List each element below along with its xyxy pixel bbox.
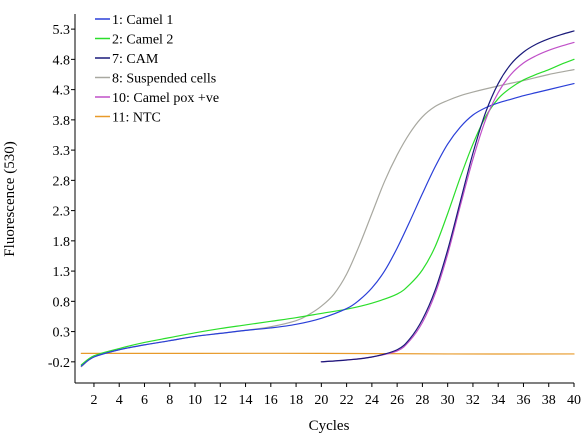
plot-marks bbox=[80, 30, 575, 368]
y-tick-label: -0.2 bbox=[48, 356, 70, 371]
x-tick-label: 34 bbox=[491, 393, 505, 408]
series-line-6 bbox=[80, 352, 575, 355]
y-axis-ticks: -0.2 0.3 0.8 1.3 1.8 2.3 2.8 3.3 3.8 4.3 4.8 5.3 bbox=[48, 23, 75, 371]
legend: 1: Camel 1 2: Camel 2 7: CAM 8: Suspended c… bbox=[95, 13, 219, 126]
legend-label: 2: Camel 2 bbox=[112, 33, 173, 48]
legend-label: 1: Camel 1 bbox=[112, 13, 173, 28]
y-tick-label: 0.8 bbox=[53, 295, 71, 310]
x-axis-ticks: 2 4 6 8 10 12 14 16 18 20 22 24 26 28 30 32 34 36 38 40 bbox=[90, 383, 581, 408]
y-tick-label: 1.8 bbox=[53, 235, 71, 250]
y-tick-label: 2.3 bbox=[53, 205, 71, 220]
x-tick-label: 24 bbox=[365, 393, 379, 408]
axes bbox=[74, 14, 574, 384]
x-tick-label: 22 bbox=[340, 393, 354, 408]
x-tick-label: 6 bbox=[141, 393, 148, 408]
series-line-3 bbox=[320, 30, 575, 363]
x-tick-label: 8 bbox=[166, 393, 173, 408]
legend-label: 10: Camel pox +ve bbox=[112, 91, 219, 106]
series-line-5 bbox=[320, 41, 575, 363]
y-tick-label: 1.3 bbox=[53, 265, 71, 280]
legend-label: 7: CAM bbox=[112, 52, 159, 67]
x-tick-label: 36 bbox=[516, 393, 530, 408]
x-tick-label: 10 bbox=[188, 393, 202, 408]
y-tick-label: 4.8 bbox=[53, 53, 71, 68]
x-tick-label: 20 bbox=[314, 393, 328, 408]
y-tick-label: 0.3 bbox=[53, 326, 71, 341]
x-tick-label: 38 bbox=[542, 393, 556, 408]
x-tick-label: 40 bbox=[567, 393, 581, 408]
series-line-2 bbox=[80, 58, 575, 366]
x-tick-label: 32 bbox=[466, 393, 480, 408]
x-tick-label: 4 bbox=[116, 393, 123, 408]
x-tick-label: 30 bbox=[441, 393, 455, 408]
y-tick-label: 2.8 bbox=[53, 174, 71, 189]
x-tick-label: 28 bbox=[415, 393, 429, 408]
y-tick-label: 3.8 bbox=[53, 114, 71, 129]
y-axis-title: Fluorescence (530) bbox=[2, 141, 18, 256]
x-axis-title: Cycles bbox=[309, 418, 350, 434]
series-line-1 bbox=[80, 82, 575, 367]
x-tick-label: 12 bbox=[213, 393, 227, 408]
x-tick-label: 18 bbox=[289, 393, 303, 408]
x-tick-label: 26 bbox=[390, 393, 404, 408]
y-tick-label: 3.3 bbox=[53, 144, 71, 159]
x-tick-label: 14 bbox=[239, 393, 253, 408]
legend-label: 8: Suspended cells bbox=[112, 72, 216, 87]
y-tick-label: 5.3 bbox=[53, 23, 71, 38]
y-tick-label: 4.3 bbox=[53, 84, 71, 99]
legend-label: 11: NTC bbox=[112, 111, 161, 126]
x-tick-label: 2 bbox=[90, 393, 97, 408]
x-tick-label: 16 bbox=[264, 393, 278, 408]
